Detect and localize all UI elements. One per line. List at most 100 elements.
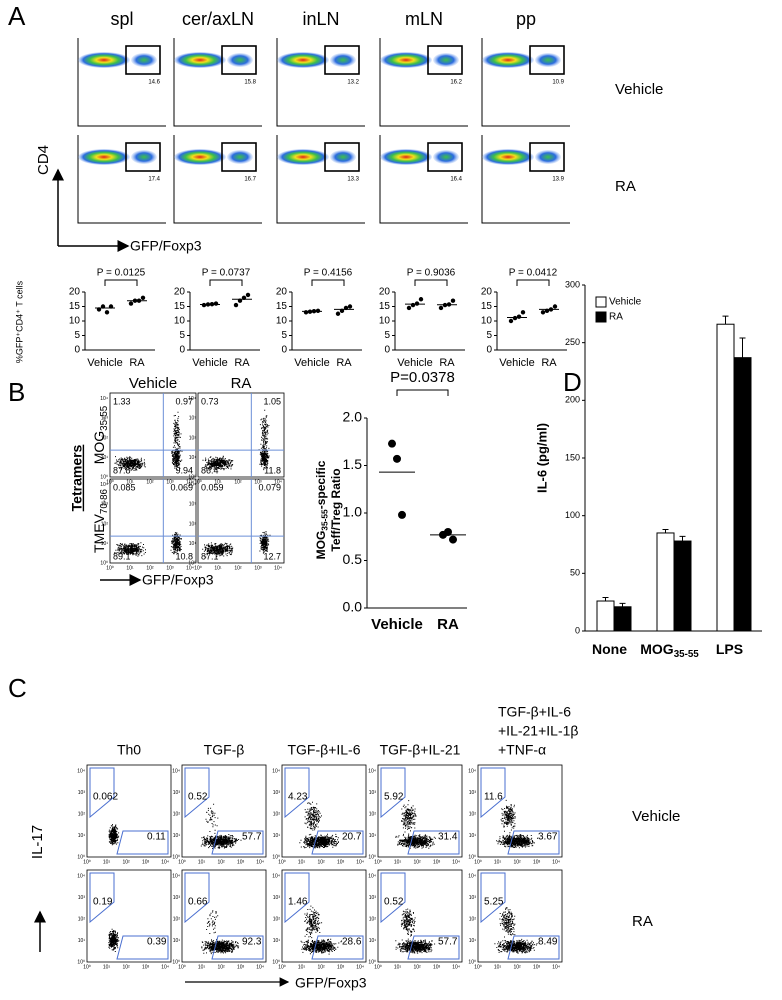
text-part: LPS [716,641,743,657]
gate [324,45,360,75]
gate-value: 0.062 [93,792,118,803]
flow-events [395,833,436,849]
flow-density [78,52,130,68]
axis-label: MOG35-55-specific [314,460,330,559]
flow-tick-label: 10² [513,964,521,970]
flow-tick-label: 10¹ [198,859,206,865]
flow-tick-label: 10¹ [214,479,222,485]
flow-tick-label: 10⁰ [178,964,186,970]
flow-axes [379,135,468,224]
flow-frame [377,869,463,963]
gate [427,142,463,172]
text-part: TMEV [91,513,107,553]
y-tick-label: 15 [481,301,493,312]
plot-axes [189,292,260,351]
column-header: Vehicle [129,375,177,392]
gate [125,142,161,172]
flow-tick-label: 10⁰ [474,964,482,970]
text-part: -specific [314,460,328,509]
flow-tick-label: 10⁴ [256,859,264,865]
data-point [393,454,401,463]
gate-value: 16.2 [450,80,462,86]
flow-tick-label: 10⁰ [77,854,85,860]
y-tick-label: 200 [565,395,580,405]
subscript: 35-55 [674,649,700,660]
flow-tick-label: 10² [122,964,130,970]
y-tick-label: 5 [179,330,185,341]
flow-tick-label: 10⁰ [100,560,108,566]
column-header: inLN [302,9,339,29]
flow-tick-label: 10⁰ [272,854,280,860]
flow-plot [276,135,365,224]
flow-tick-label: 10⁰ [178,859,186,865]
error-bar [679,535,686,542]
flow-tick-label: 10² [234,565,242,571]
flow-tick-label: 10⁰ [272,959,280,965]
text-part: Teff/Treg Ratio [329,468,343,551]
gate [480,767,506,819]
flow-tick-label: 10³ [101,416,109,422]
flow-tick-label: 10³ [469,895,477,901]
significance-bracket [516,279,550,286]
data-point [414,301,420,306]
data-point [245,292,251,298]
flow-tick-label: 10⁴ [356,964,364,970]
flow-events [494,938,538,954]
row-label: RA [615,178,636,195]
y-tick-label: 5 [384,330,390,341]
significance-bracket [104,279,138,286]
column-header: +TNF-α [498,742,546,758]
flow-tick-label: 10³ [189,416,197,422]
x-tick-label: RA [439,357,455,369]
gate [116,935,169,960]
flow-plot [109,478,197,564]
flow-tick-label: 10³ [337,964,345,970]
y-tick-label: 20 [276,287,288,298]
flow-tick-label: 10² [173,917,181,923]
error-bar [739,337,746,358]
flow-tick-label: 10³ [273,895,281,901]
flow-tick-label: 10⁰ [474,859,482,865]
column-header: TGF-β+IL-6 [498,704,571,720]
flow-events [259,531,271,554]
flow-tick-label: 10¹ [214,565,222,571]
error-bar [662,529,669,533]
axis-label: %GFP⁺CD4⁺ T cells [14,280,24,363]
flow-axes [173,38,262,127]
flow-tick-label: 10² [101,435,109,441]
flow-tick-label: 10³ [173,895,181,901]
flow-tick-label: 10¹ [298,859,306,865]
flow-tick-label: 10¹ [173,938,181,944]
flow-events [500,799,516,834]
flow-tick-label: 10³ [78,790,86,796]
gate-value: 92.3 [242,937,262,948]
flow-axes [173,135,262,224]
error-bar [722,315,729,325]
significance-bracket [414,279,448,286]
axis-label: IL-6 (pg/ml) [534,423,549,493]
flow-events [108,928,120,952]
data-point [444,528,452,536]
data-point [140,295,146,300]
gate-value: 15.8 [244,80,256,86]
flow-plot [173,38,262,127]
gate [407,830,460,855]
flow-tick-label: 10¹ [369,938,377,944]
flow-density [174,52,226,68]
y-tick-label: 0 [179,345,185,356]
flow-tick-label: 10² [189,435,197,441]
gate-value: 16.7 [244,177,256,183]
quadrant-value: 0.059 [201,482,224,492]
quadrant-value: 87.8 [113,465,131,475]
data-point [128,301,134,306]
row-label: Vehicle [615,81,663,98]
gate-value: 13.2 [347,80,359,86]
flow-events [496,834,538,849]
x-tick-label: Vehicle [397,357,432,369]
quadrant-value: 87.1 [201,551,219,561]
flow-density [380,149,432,165]
flow-tick-label: 10³ [166,479,174,485]
gate-value: 8.49 [538,937,558,948]
gate-value: 14.6 [148,80,160,86]
flow-events [401,800,417,833]
